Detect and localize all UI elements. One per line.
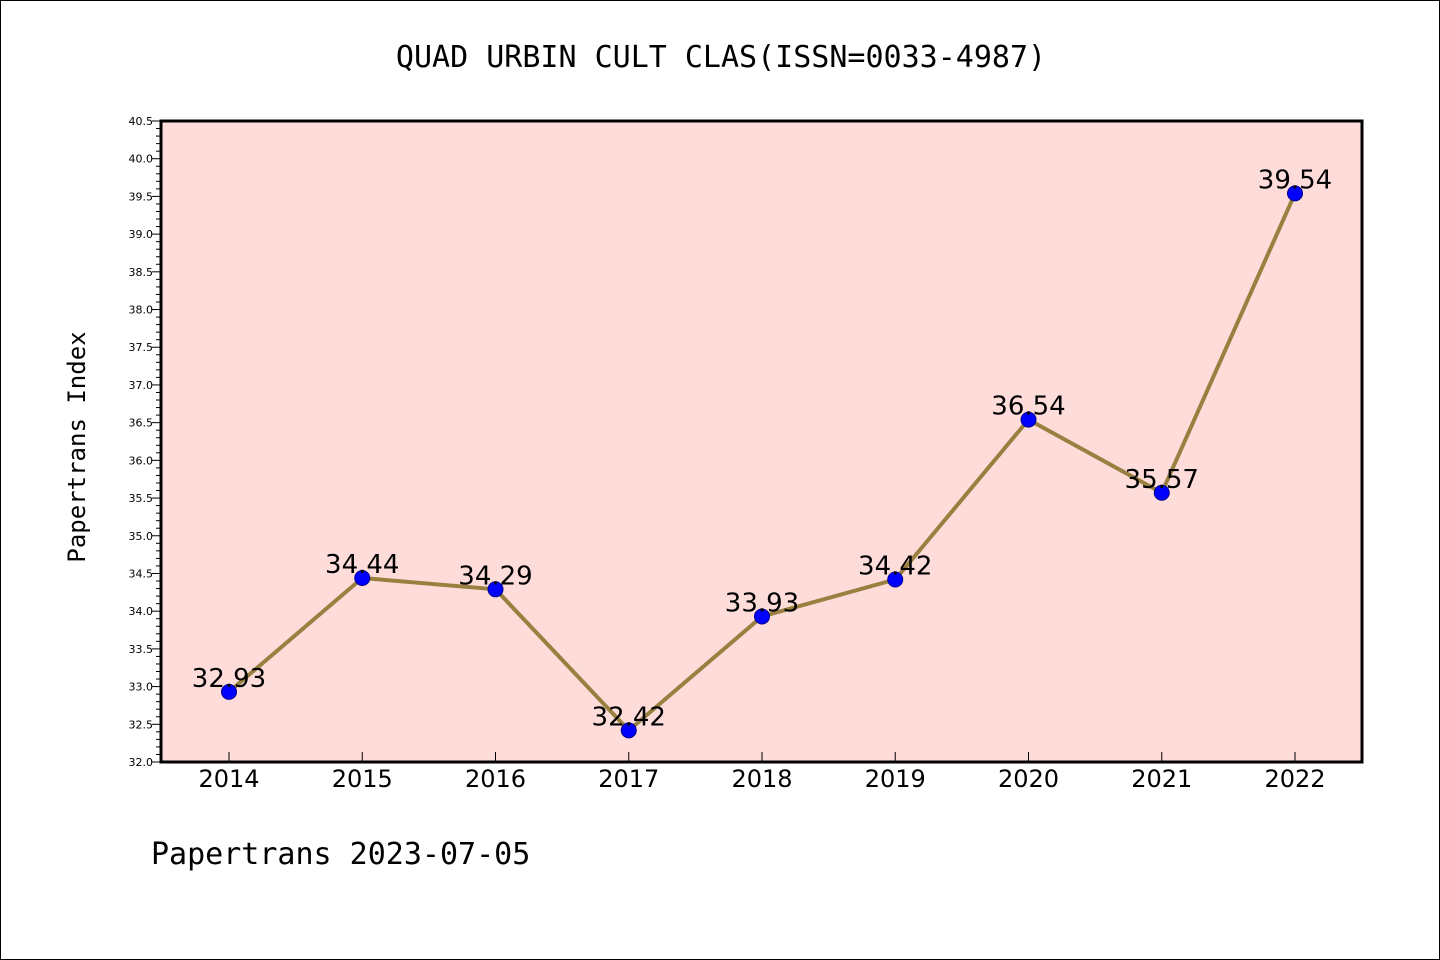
y-tick-label: 38.5 <box>129 266 154 279</box>
data-label: 34.42 <box>858 552 932 582</box>
data-point <box>354 569 371 586</box>
data-label: 32.42 <box>592 702 666 732</box>
series-layer: 32.93 34.44 34.29 32.42 33.93 34.42 36.54 35.57… <box>192 165 1332 739</box>
y-tick-label: 40.5 <box>129 115 154 128</box>
y-tick-label: 37.0 <box>129 379 154 392</box>
y-tick-label: 34.0 <box>129 605 154 618</box>
x-tick-label: 2022 <box>1264 765 1325 793</box>
data-label: 35.57 <box>1125 465 1199 495</box>
y-axis: 32.0 32.5 33.0 33.5 34.0 34.5 35.0 35.5 36.0 36.5… <box>129 115 161 769</box>
y-tick-label: 36.0 <box>129 454 154 467</box>
y-tick-label: 32.0 <box>129 756 154 769</box>
y-tick-label: 35.5 <box>129 492 154 505</box>
x-tick-label: 2015 <box>332 765 393 793</box>
y-axis-label: Papertrans Index <box>63 331 91 562</box>
x-tick-label: 2020 <box>998 765 1059 793</box>
y-tick-label: 35.0 <box>129 530 154 543</box>
y-tick-label: 39.0 <box>129 228 154 241</box>
x-tick-label: 2014 <box>198 765 259 793</box>
y-tick-label: 33.5 <box>129 643 154 656</box>
y-tick-label: 39.5 <box>129 190 154 203</box>
x-axis: 2014 2015 2016 2017 2018 2019 2020 2021 2022 <box>198 752 1326 793</box>
x-tick-label: 2016 <box>465 765 526 793</box>
data-point <box>221 683 237 700</box>
x-tick-label: 2017 <box>598 765 659 793</box>
data-point <box>887 571 904 588</box>
y-tick-label: 34.5 <box>129 567 154 580</box>
x-tick-label: 2021 <box>1131 765 1192 793</box>
data-label: 39.54 <box>1258 165 1332 195</box>
chart-title: QUAD URBIN CULT CLAS(ISSN=0033-4987) <box>396 40 1046 75</box>
y-tick-label: 33.0 <box>129 681 154 694</box>
plot-area <box>159 119 1364 764</box>
data-point <box>487 581 504 598</box>
y-tick-label: 36.5 <box>129 417 154 430</box>
chart-footer: Papertrans 2023-07-05 <box>151 837 530 872</box>
x-tick-label: 2019 <box>865 765 926 793</box>
data-point <box>620 722 637 739</box>
data-label: 34.29 <box>458 561 532 591</box>
data-label: 34.44 <box>325 550 399 580</box>
y-tick-label: 40.0 <box>129 153 154 166</box>
y-tick-label: 37.5 <box>129 341 154 354</box>
data-point <box>1153 484 1170 501</box>
data-label: 33.93 <box>725 588 799 618</box>
y-tick-label: 32.5 <box>129 718 154 731</box>
data-point <box>1020 411 1037 428</box>
data-label: 36.54 <box>991 392 1065 422</box>
data-point <box>1287 185 1303 202</box>
data-point <box>754 608 770 625</box>
y-tick-label: 38.0 <box>129 304 154 317</box>
data-label: 32.93 <box>192 664 266 694</box>
x-tick-label: 2018 <box>731 765 792 793</box>
